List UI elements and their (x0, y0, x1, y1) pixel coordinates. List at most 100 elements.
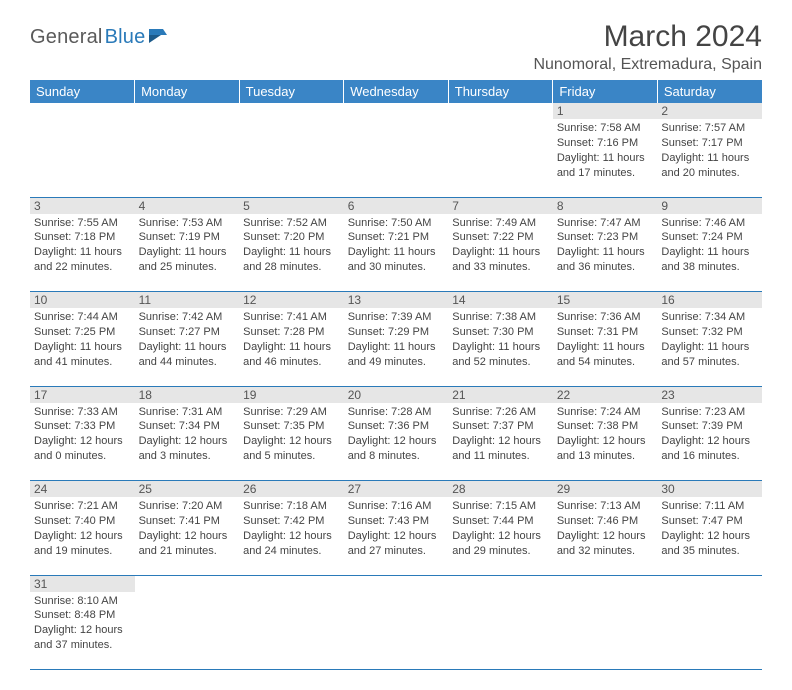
day-number-row: 24252627282930 (30, 481, 762, 498)
cell-content: Sunrise: 7:39 AMSunset: 7:29 PMDaylight:… (344, 308, 449, 371)
day-number-cell: 19 (239, 386, 344, 403)
calendar-row: Sunrise: 7:58 AMSunset: 7:16 PMDaylight:… (30, 119, 762, 197)
calendar-cell: Sunrise: 7:58 AMSunset: 7:16 PMDaylight:… (553, 119, 658, 197)
day-header: Tuesday (239, 80, 344, 103)
month-title: March 2024 (533, 20, 762, 54)
calendar-cell: Sunrise: 7:21 AMSunset: 7:40 PMDaylight:… (30, 497, 135, 575)
calendar-cell (239, 119, 344, 197)
cell-content: Sunrise: 7:23 AMSunset: 7:39 PMDaylight:… (657, 403, 762, 466)
calendar-cell: Sunrise: 7:39 AMSunset: 7:29 PMDaylight:… (344, 308, 449, 386)
calendar-cell: Sunrise: 7:50 AMSunset: 7:21 PMDaylight:… (344, 214, 449, 292)
day-header: Thursday (448, 80, 553, 103)
day-number-row: 10111213141516 (30, 292, 762, 309)
calendar-page: GeneralBlue March 2024 Nunomoral, Extrem… (0, 0, 792, 690)
cell-content: Sunrise: 7:44 AMSunset: 7:25 PMDaylight:… (30, 308, 135, 371)
day-number-cell: 9 (657, 197, 762, 214)
cell-content: Sunrise: 7:16 AMSunset: 7:43 PMDaylight:… (344, 497, 449, 560)
calendar-row: Sunrise: 7:21 AMSunset: 7:40 PMDaylight:… (30, 497, 762, 575)
day-number-cell: 24 (30, 481, 135, 498)
page-header: GeneralBlue March 2024 Nunomoral, Extrem… (30, 20, 762, 74)
cell-content: Sunrise: 7:57 AMSunset: 7:17 PMDaylight:… (657, 119, 762, 182)
day-number-cell: 20 (344, 386, 449, 403)
day-header: Saturday (657, 80, 762, 103)
cell-content: Sunrise: 7:21 AMSunset: 7:40 PMDaylight:… (30, 497, 135, 560)
title-block: March 2024 Nunomoral, Extremadura, Spain (533, 20, 762, 74)
day-header: Monday (135, 80, 240, 103)
calendar-cell: Sunrise: 7:38 AMSunset: 7:30 PMDaylight:… (448, 308, 553, 386)
day-number-cell: 3 (30, 197, 135, 214)
cell-content: Sunrise: 7:36 AMSunset: 7:31 PMDaylight:… (553, 308, 658, 371)
day-number-cell: 28 (448, 481, 553, 498)
day-number-cell: 14 (448, 292, 553, 309)
day-header: Friday (553, 80, 658, 103)
calendar-cell: Sunrise: 7:47 AMSunset: 7:23 PMDaylight:… (553, 214, 658, 292)
location-text: Nunomoral, Extremadura, Spain (533, 56, 762, 74)
calendar-cell (448, 592, 553, 670)
day-number-cell (553, 575, 658, 592)
calendar-cell: Sunrise: 7:34 AMSunset: 7:32 PMDaylight:… (657, 308, 762, 386)
day-number-cell: 13 (344, 292, 449, 309)
day-number-cell: 2 (657, 103, 762, 119)
calendar-row: Sunrise: 8:10 AMSunset: 8:48 PMDaylight:… (30, 592, 762, 670)
day-number-cell: 26 (239, 481, 344, 498)
day-number-cell (135, 575, 240, 592)
day-number-cell: 21 (448, 386, 553, 403)
cell-content: Sunrise: 7:33 AMSunset: 7:33 PMDaylight:… (30, 403, 135, 466)
day-number-cell (344, 103, 449, 119)
day-number-cell: 31 (30, 575, 135, 592)
day-number-cell (657, 575, 762, 592)
day-header: Wednesday (344, 80, 449, 103)
cell-content: Sunrise: 7:34 AMSunset: 7:32 PMDaylight:… (657, 308, 762, 371)
day-number-cell: 16 (657, 292, 762, 309)
day-number-cell: 6 (344, 197, 449, 214)
cell-content: Sunrise: 7:29 AMSunset: 7:35 PMDaylight:… (239, 403, 344, 466)
calendar-cell: Sunrise: 7:52 AMSunset: 7:20 PMDaylight:… (239, 214, 344, 292)
day-number-row: 17181920212223 (30, 386, 762, 403)
calendar-cell: Sunrise: 7:20 AMSunset: 7:41 PMDaylight:… (135, 497, 240, 575)
cell-content: Sunrise: 7:53 AMSunset: 7:19 PMDaylight:… (135, 214, 240, 277)
calendar-cell: Sunrise: 7:42 AMSunset: 7:27 PMDaylight:… (135, 308, 240, 386)
day-number-cell (239, 575, 344, 592)
calendar-cell: Sunrise: 7:29 AMSunset: 7:35 PMDaylight:… (239, 403, 344, 481)
day-number-cell: 23 (657, 386, 762, 403)
flag-icon (149, 27, 167, 43)
calendar-cell: Sunrise: 7:18 AMSunset: 7:42 PMDaylight:… (239, 497, 344, 575)
calendar-cell: Sunrise: 7:36 AMSunset: 7:31 PMDaylight:… (553, 308, 658, 386)
calendar-cell: Sunrise: 7:41 AMSunset: 7:28 PMDaylight:… (239, 308, 344, 386)
day-number-cell: 12 (239, 292, 344, 309)
logo-text-blue: Blue (105, 26, 146, 49)
cell-content: Sunrise: 7:11 AMSunset: 7:47 PMDaylight:… (657, 497, 762, 560)
day-number-cell (239, 103, 344, 119)
calendar-cell: Sunrise: 8:10 AMSunset: 8:48 PMDaylight:… (30, 592, 135, 670)
cell-content: Sunrise: 7:46 AMSunset: 7:24 PMDaylight:… (657, 214, 762, 277)
day-number-cell (30, 103, 135, 119)
day-number-cell (448, 575, 553, 592)
calendar-cell: Sunrise: 7:28 AMSunset: 7:36 PMDaylight:… (344, 403, 449, 481)
calendar-cell (30, 119, 135, 197)
calendar-table: SundayMondayTuesdayWednesdayThursdayFrid… (30, 80, 762, 670)
calendar-cell: Sunrise: 7:31 AMSunset: 7:34 PMDaylight:… (135, 403, 240, 481)
cell-content: Sunrise: 8:10 AMSunset: 8:48 PMDaylight:… (30, 592, 135, 655)
day-number-cell: 29 (553, 481, 658, 498)
cell-content: Sunrise: 7:47 AMSunset: 7:23 PMDaylight:… (553, 214, 658, 277)
calendar-cell (344, 119, 449, 197)
calendar-cell: Sunrise: 7:13 AMSunset: 7:46 PMDaylight:… (553, 497, 658, 575)
calendar-cell: Sunrise: 7:11 AMSunset: 7:47 PMDaylight:… (657, 497, 762, 575)
day-number-cell (448, 103, 553, 119)
calendar-cell (239, 592, 344, 670)
day-number-cell: 11 (135, 292, 240, 309)
cell-content: Sunrise: 7:20 AMSunset: 7:41 PMDaylight:… (135, 497, 240, 560)
logo: GeneralBlue (30, 26, 167, 49)
calendar-cell: Sunrise: 7:55 AMSunset: 7:18 PMDaylight:… (30, 214, 135, 292)
day-header-row: SundayMondayTuesdayWednesdayThursdayFrid… (30, 80, 762, 103)
day-number-cell: 18 (135, 386, 240, 403)
day-number-cell: 25 (135, 481, 240, 498)
cell-content: Sunrise: 7:28 AMSunset: 7:36 PMDaylight:… (344, 403, 449, 466)
day-number-cell (344, 575, 449, 592)
calendar-cell (135, 592, 240, 670)
calendar-cell: Sunrise: 7:26 AMSunset: 7:37 PMDaylight:… (448, 403, 553, 481)
cell-content: Sunrise: 7:13 AMSunset: 7:46 PMDaylight:… (553, 497, 658, 560)
day-number-cell: 30 (657, 481, 762, 498)
cell-content: Sunrise: 7:52 AMSunset: 7:20 PMDaylight:… (239, 214, 344, 277)
day-number-row: 12 (30, 103, 762, 119)
